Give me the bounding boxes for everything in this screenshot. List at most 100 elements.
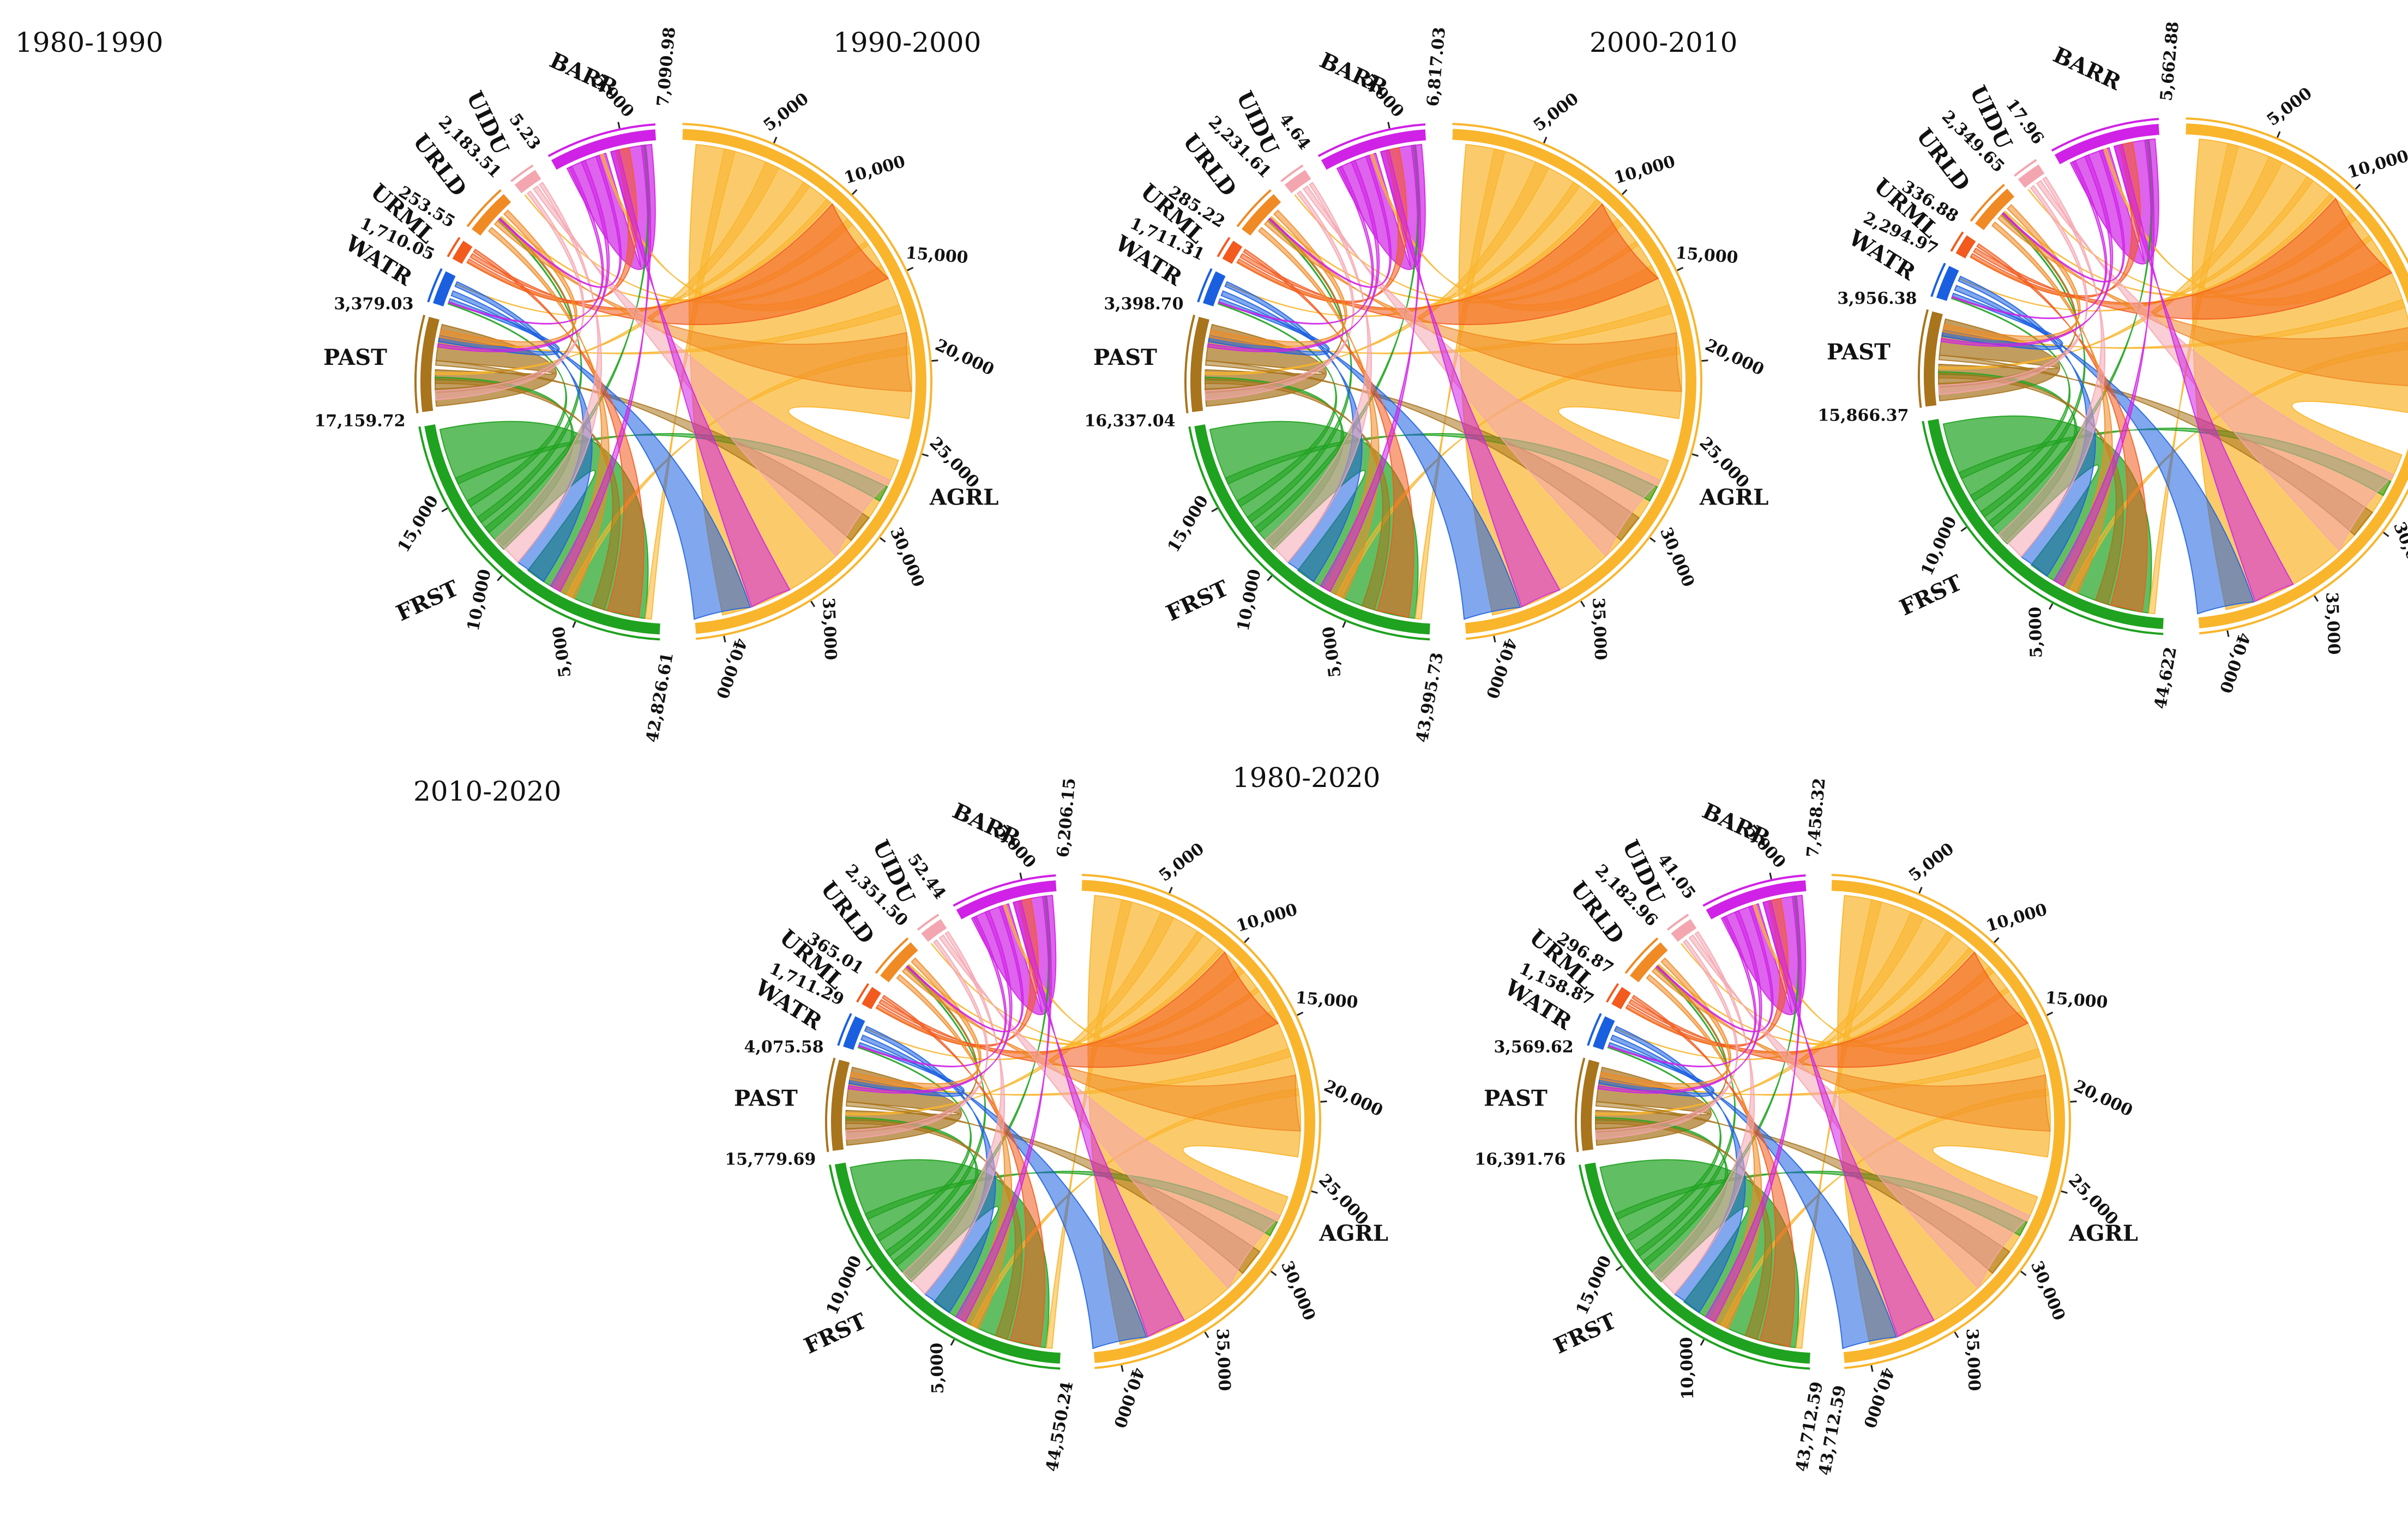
segment-urld (1628, 940, 1670, 984)
ribbon-barr-to-watr (1218, 165, 1374, 325)
segment-urld (878, 940, 920, 984)
segment-barr (954, 879, 1058, 921)
segment-past (830, 1058, 851, 1152)
tick-label-agrl: 20,000 (1321, 1077, 1386, 1121)
total-watr: 3,379.03 (334, 295, 413, 314)
tick-mark-agrl (907, 267, 914, 272)
segment-uidu-outer-rim (1280, 164, 1304, 182)
tick-label-agrl: 15,000 (2044, 988, 2108, 1012)
tick-label-agrl: 20,000 (932, 335, 997, 380)
ribbon-urld-to-agrl (901, 966, 1301, 1132)
tick-mark-agrl (1677, 267, 1684, 272)
tick-label-agrl: 10,000 (1234, 900, 1299, 936)
total-barr-end: 5,662.88 (2157, 21, 2183, 102)
segment-watr-outer-rim (1197, 268, 1213, 303)
ribbon-urld-to-past (1208, 209, 1347, 347)
panel-title: 2010-2020 (413, 776, 561, 807)
total-frst: 44,550.24 (1043, 1380, 1077, 1474)
ribbon-barr-to-frst (550, 144, 652, 592)
segment-urld (1240, 193, 1283, 237)
ribbon-urld-to-past (1599, 957, 1731, 1089)
segment-past (1580, 1058, 1601, 1152)
tick-mark-agrl (2383, 532, 2389, 537)
tick-mark-frst (572, 621, 576, 628)
tick-label-agrl: 20,000 (2071, 1077, 2136, 1121)
tick-label-agrl: 10,000 (842, 152, 907, 188)
segment-urld (470, 193, 513, 237)
ribbon-urml-to-agrl (1628, 951, 2029, 1068)
segment-past (1923, 310, 1945, 408)
tick-mark-agrl (1954, 1331, 1959, 1338)
segment-urml (450, 239, 474, 266)
segment-urml (1220, 239, 1244, 266)
segment-urml-outer-rim (856, 983, 870, 1003)
ribbon-frst-to-watr (447, 302, 568, 508)
tick-mark-frst (1211, 507, 1218, 513)
panel-title: 2000-2010 (1590, 27, 1737, 58)
tick-label-agrl: 5,000 (1155, 839, 1208, 886)
panel-title: 1990-2000 (833, 27, 981, 58)
tick-mark-agrl (1994, 937, 2000, 944)
segment-agrl (2184, 122, 2408, 630)
ribbon-frst-to-watr (1607, 1046, 1722, 1242)
tick-label-agrl: 15,000 (905, 243, 969, 267)
total-frst: 44,622 (2151, 646, 2181, 711)
segment-urml (1610, 985, 1633, 1011)
segment-past-outer-rim (1917, 309, 1929, 408)
tick-mark-agrl (1311, 1190, 1318, 1194)
ribbon-barr-to-urld (906, 905, 1024, 1032)
tick-mark-agrl (1580, 600, 1586, 608)
tick-mark-agrl (1169, 887, 1173, 894)
ribbon-uidu-to-frst (494, 182, 602, 563)
tick-label-frst: 5,000 (1319, 625, 1345, 678)
ribbon-barr-to-agrl (1013, 899, 1185, 1338)
segment-watr (1591, 1014, 1617, 1052)
tick-label-agrl: 35,000 (1213, 1328, 1234, 1391)
label-frst: FRST (1895, 570, 1966, 621)
total-watr: 3,569.62 (1494, 1038, 1574, 1057)
ribbon-frst-to-watr (857, 1046, 972, 1242)
label-agrl: AGRL (2068, 1221, 2138, 1246)
tick-mark-agrl (1320, 1100, 1327, 1103)
segment-agrl (1830, 879, 2067, 1365)
segment-uidu (919, 917, 949, 944)
total-frst: 43,995.73 (1413, 651, 1447, 744)
total-frst: 42,826.61 (643, 651, 677, 744)
segment-urld-outer-rim (875, 937, 909, 974)
ribbon-barr-to-past (1207, 159, 1380, 352)
segment-urml (1954, 233, 1978, 260)
label-agrl: AGRL (1699, 484, 1769, 510)
tick-label-agrl: 5,000 (1905, 839, 1958, 886)
segment-urld-outer-rim (1970, 184, 2005, 222)
ribbon-agrl-to-past (845, 911, 1175, 1116)
ribbon-uidu-to-agrl (2036, 179, 2395, 552)
tick-label-agrl: 40,000 (1482, 635, 1520, 701)
segment-uidu (1669, 917, 1699, 944)
label-agrl: AGRL (1319, 1221, 1388, 1246)
tick-mark-agrl (1297, 1011, 1304, 1016)
chord-panel-1980-2020: 1980-2020AGRLFRST43,712.59PAST16,391.76W… (1232, 762, 2138, 1477)
segment-barr (1704, 879, 1808, 921)
ribbon-barr-to-past (1597, 910, 1762, 1094)
tick-label-frst: 15,000 (394, 492, 443, 556)
label-agrl: AGRL (929, 484, 999, 510)
segment-barr (550, 128, 658, 171)
total-past: 16,391.76 (1474, 1150, 1566, 1169)
label-past: PAST (323, 345, 387, 370)
label-barr: BARR (2049, 42, 2126, 95)
tick-mark-agrl (1870, 1365, 1874, 1372)
tick-label-agrl: 10,000 (2345, 147, 2408, 183)
chord-panel-2010-2020: 2010-2020AGRLFRST44,550.24PAST15,779.69W… (413, 776, 1388, 1473)
tick-mark-agrl (2070, 1100, 2077, 1103)
ribbon-barr-to-past (437, 159, 610, 352)
tick-mark-frst (497, 575, 503, 581)
chord-panel-1990-2000: 1990-2000AGRLFRST43,995.73PAST16,337.04W… (833, 26, 1768, 744)
tick-label-agrl: 30,000 (2389, 519, 2408, 584)
tick-label-agrl: 30,000 (1656, 525, 1698, 590)
tick-label-agrl: 15,000 (1295, 988, 1358, 1012)
ribbon-urld-to-agrl (493, 219, 912, 392)
ribbon-urld-to-agrl (1263, 219, 1682, 392)
segment-urld-outer-rim (1236, 189, 1272, 227)
tick-label-frst: 5,000 (549, 625, 575, 678)
tick-mark-agrl (2226, 630, 2230, 637)
